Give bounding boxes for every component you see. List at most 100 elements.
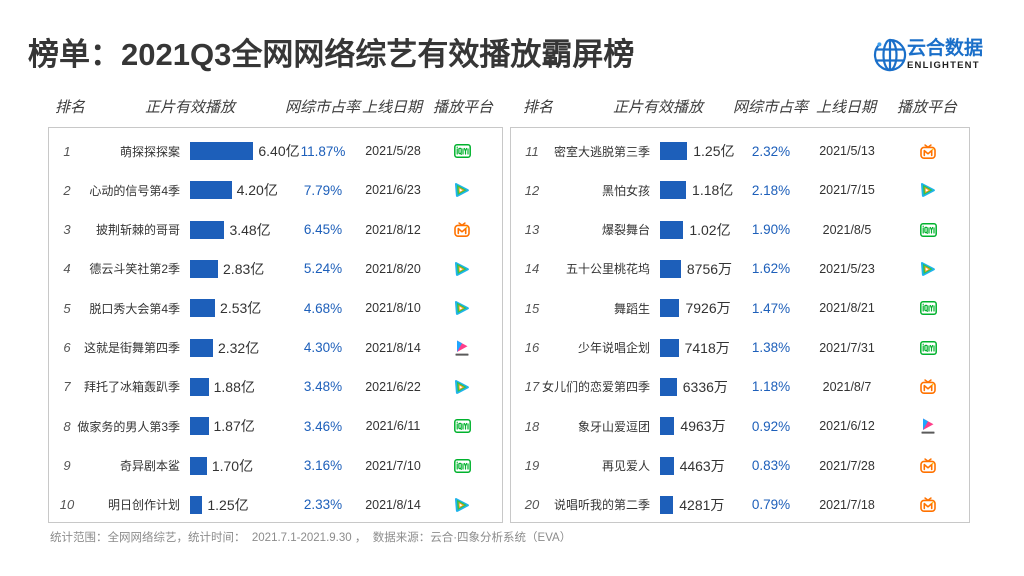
- iqiyi-icon: [916, 289, 940, 328]
- left-header-rank: 排名: [55, 99, 86, 116]
- play-count-bar: [660, 142, 688, 160]
- release-date: 2021/6/22: [365, 379, 421, 394]
- play-count-bar: [190, 220, 225, 239]
- rank-number: 10: [59, 497, 75, 513]
- ranking-row: 16 少年说唱企划 7418万 1.38% 2021/7/31: [511, 328, 969, 367]
- ranking-row: 4 德云斗笑社第2季 2.83亿 5.24% 2021/8/20: [49, 249, 502, 288]
- market-share-value: 1.38%: [751, 340, 791, 356]
- market-share-value: 11.87%: [300, 143, 346, 159]
- ranking-row: 3 披荆斩棘的哥哥 3.48亿 6.45% 2021/8/12: [49, 210, 502, 249]
- release-date: 2021/7/18: [819, 497, 875, 512]
- mango-tv-icon: [916, 485, 940, 524]
- rank-number: 15: [524, 300, 540, 316]
- show-title: 披荆斩棘的哥哥: [95, 223, 180, 238]
- youku-icon: [450, 328, 474, 367]
- show-title: 少年说唱企划: [577, 341, 650, 356]
- left-header-share: 网综市占率: [285, 99, 361, 116]
- play-count-label: 2.32亿: [217, 339, 260, 356]
- rank-number: 6: [63, 340, 71, 356]
- show-title: 再见爱人: [601, 459, 650, 474]
- release-date: 2021/5/13: [819, 144, 875, 158]
- rank-number: 13: [524, 222, 540, 238]
- left-header-platform: 播放平台: [433, 99, 494, 116]
- tencent-video-icon: [450, 171, 474, 210]
- iqiyi-icon: [916, 210, 940, 249]
- show-title: 脱口秀大会第4季: [89, 301, 180, 316]
- tencent-video-icon: [450, 289, 474, 328]
- tencent-video-icon: [450, 367, 474, 406]
- right-header-rank: 排名: [523, 99, 554, 116]
- show-title: 象牙山爱逗团: [577, 419, 650, 434]
- play-count-bar: [660, 495, 674, 514]
- show-title: 拜托了冰箱轰趴季: [83, 380, 180, 395]
- release-date: 2021/5/28: [365, 144, 421, 158]
- right-header-share: 网综市占率: [733, 99, 809, 116]
- play-count-bar: [660, 456, 674, 475]
- market-share-value: 2.18%: [751, 182, 791, 198]
- play-count-bar: [190, 259, 219, 278]
- market-share-value: 4.30%: [303, 340, 343, 356]
- market-share-value: 1.62%: [751, 261, 791, 277]
- play-count-label: 1.25亿: [207, 496, 249, 513]
- play-count-bar: [660, 220, 684, 239]
- tencent-video-icon: [450, 249, 474, 288]
- tencent-video-icon: [916, 249, 940, 288]
- rank-number: 4: [63, 261, 71, 277]
- ranking-row: 20 说唱听我的第二季 4281万 0.79% 2021/7/18: [511, 485, 969, 524]
- market-share-value: 1.90%: [751, 222, 791, 238]
- market-share-value: 3.16%: [303, 458, 343, 474]
- show-title: 萌探探探案: [119, 144, 180, 159]
- release-date: 2021/7/10: [365, 458, 421, 473]
- play-count-bar: [660, 417, 675, 436]
- tencent-video-icon: [450, 485, 474, 524]
- play-count-label: 1.88亿: [213, 378, 255, 395]
- ranking-row: 19 再见爱人 4463万 0.83% 2021/7/28: [511, 446, 969, 485]
- play-count-bar: [190, 299, 216, 318]
- left-header-plays: 正片有效播放: [145, 99, 236, 116]
- market-share-value: 0.83%: [751, 458, 791, 474]
- ranking-row: 11 密室大逃脱第三季 1.25亿 2.32% 2021/5/13: [511, 132, 969, 171]
- mango-tv-icon: [450, 210, 474, 249]
- iqiyi-icon: [450, 446, 474, 485]
- play-count-label: 7418万: [684, 339, 730, 356]
- ranking-row: 17 女儿们的恋爱第四季 6336万 1.18% 2021/8/7: [511, 367, 969, 406]
- rank-number: 18: [524, 418, 540, 434]
- show-title: 舞蹈生: [613, 301, 650, 316]
- show-title: 五十公里桃花坞: [565, 262, 650, 277]
- market-share-value: 0.92%: [751, 418, 791, 434]
- footer-source-note: 统计范围：全网网络综艺，统计时间： 2021.7.1-2021.9.30 ， 数…: [50, 532, 572, 544]
- mango-tv-icon: [916, 132, 940, 171]
- mango-tv-icon: [916, 446, 940, 485]
- market-share-value: 3.48%: [303, 379, 343, 395]
- right-header-plays: 正片有效播放: [613, 99, 704, 116]
- market-share-value: 0.79%: [751, 497, 791, 513]
- play-count-label: 7926万: [685, 300, 731, 317]
- globe-logo-icon: [873, 38, 907, 72]
- brand-logo: 云合数据 ENLIGHTENT: [873, 38, 991, 74]
- play-count-label: 8756万: [686, 260, 733, 277]
- ranking-row: 6 这就是街舞第四季 2.32亿 4.30% 2021/8/14: [49, 328, 502, 367]
- right-header-platform: 播放平台: [897, 99, 958, 116]
- ranking-row: 12 黑怕女孩 1.18亿 2.18% 2021/7/15: [511, 171, 969, 210]
- ranking-row: 14 五十公里桃花坞 8756万 1.62% 2021/5/23: [511, 249, 969, 288]
- logo-wordmark-en: ENLIGHTENT: [907, 60, 980, 71]
- release-date: 2021/6/11: [365, 419, 421, 434]
- rank-number: 16: [524, 340, 540, 356]
- play-count-bar: [660, 338, 679, 357]
- release-date: 2021/8/21: [819, 301, 875, 316]
- play-count-label: 4963万: [680, 418, 726, 435]
- release-date: 2021/7/28: [819, 458, 875, 473]
- release-date: 2021/8/20: [365, 261, 421, 276]
- right-header-date: 上线日期: [816, 99, 877, 116]
- rank-number: 14: [524, 261, 540, 277]
- ranking-row: 8 做家务的男人第3季 1.87亿 3.46% 2021/6/11: [49, 407, 502, 446]
- play-count-label: 1.87亿: [213, 418, 255, 435]
- show-title: 说唱听我的第二季: [553, 498, 650, 513]
- release-date: 2021/7/15: [819, 183, 875, 198]
- release-date: 2021/8/10: [365, 301, 421, 316]
- play-count-label: 1.25亿: [693, 143, 735, 159]
- left-ranking-panel: 1 萌探探探案 6.40亿 11.87% 2021/5/28 2 心动的信号第4季 4.20亿…: [48, 127, 503, 523]
- play-count-label: 1.02亿: [689, 221, 731, 238]
- iqiyi-icon: [916, 328, 940, 367]
